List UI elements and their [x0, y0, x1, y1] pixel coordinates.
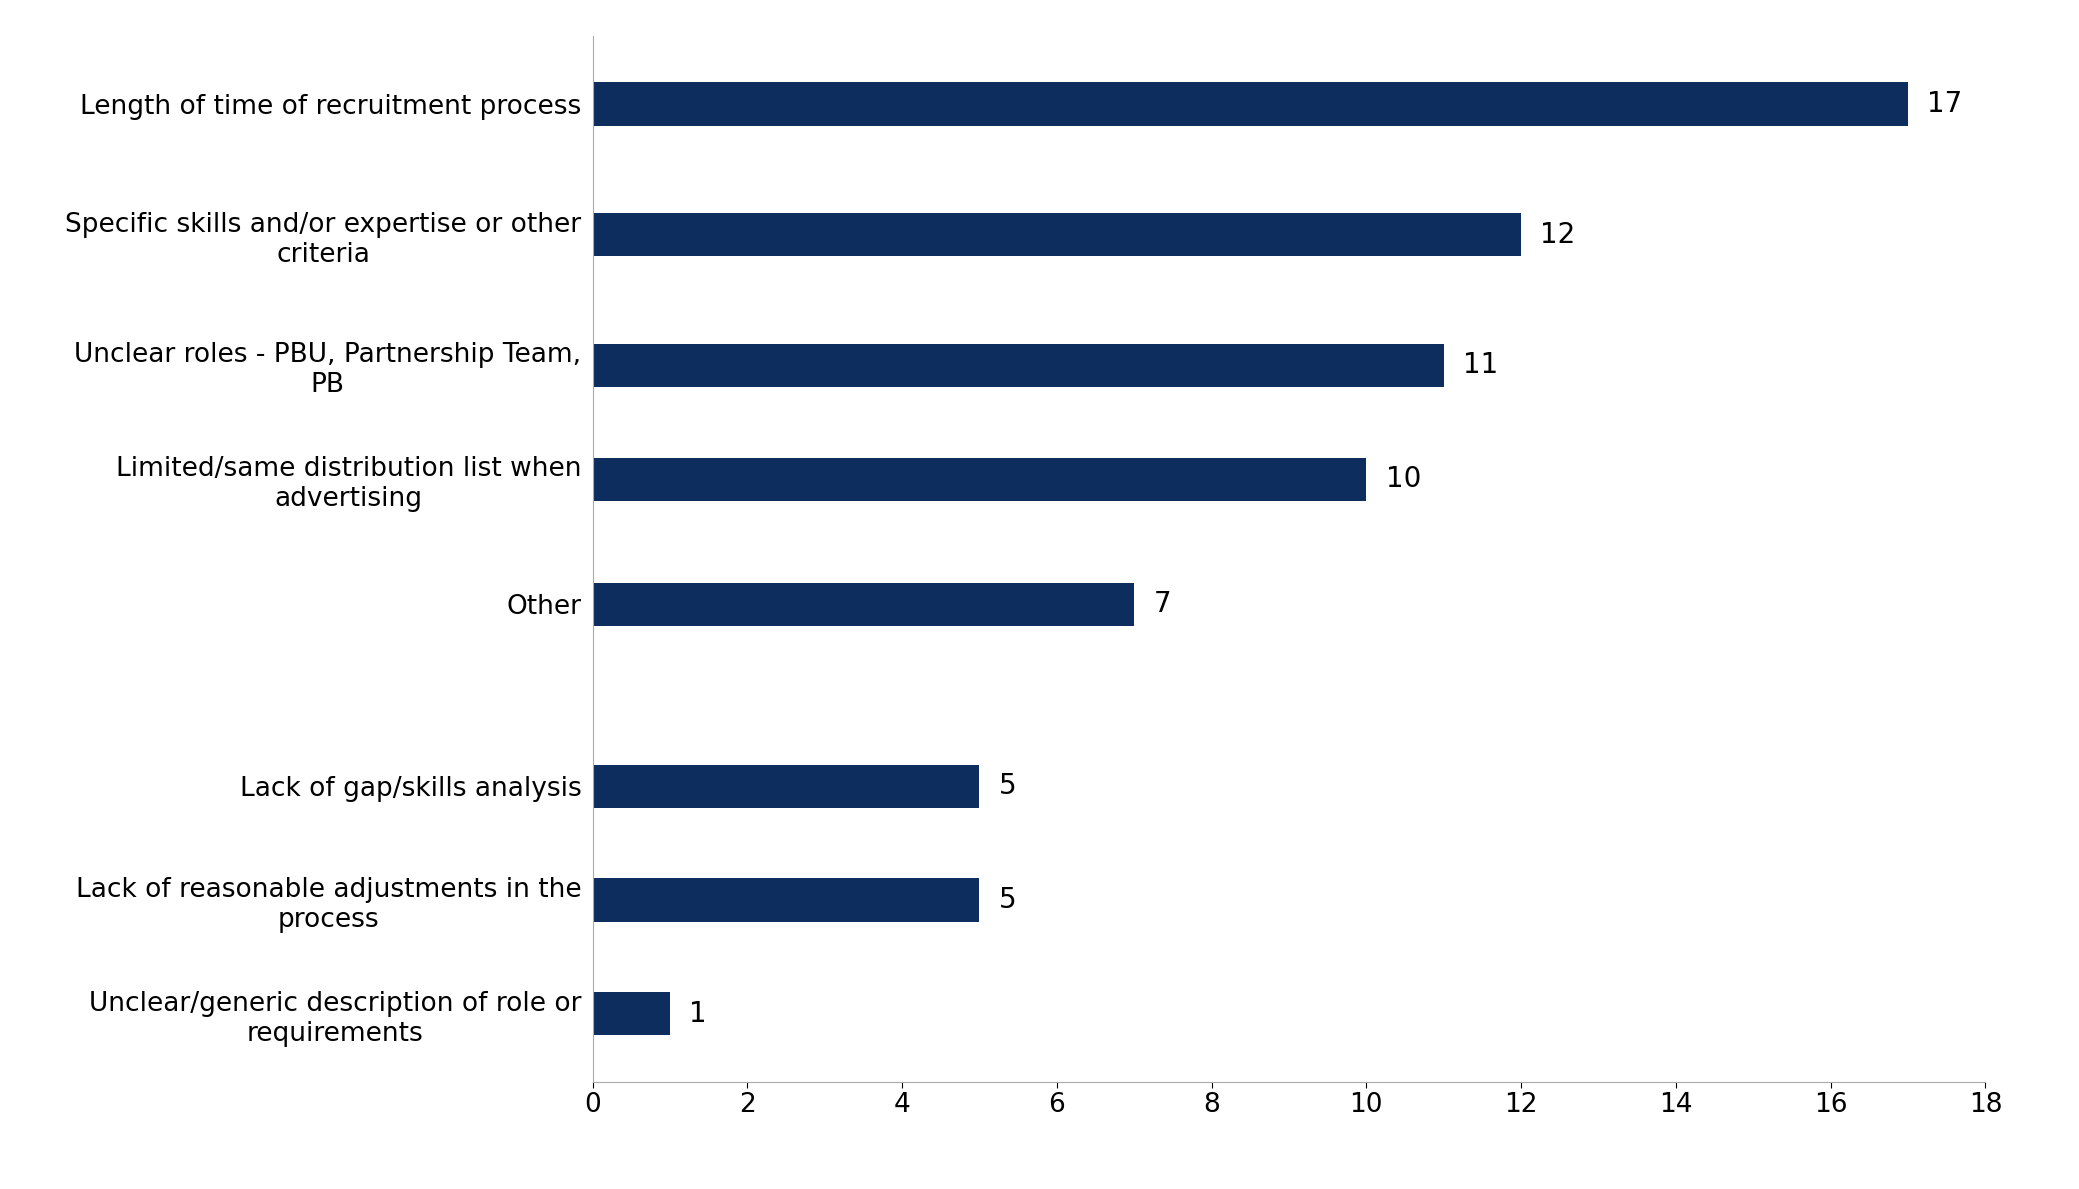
Bar: [593, 458, 1366, 501]
Bar: [593, 82, 1909, 126]
Bar: [593, 765, 979, 807]
Bar: [593, 879, 979, 921]
Bar: [593, 583, 1135, 625]
Text: 1: 1: [690, 1000, 707, 1027]
Bar: [593, 992, 669, 1036]
Text: 10: 10: [1387, 465, 1422, 493]
Text: 11: 11: [1464, 352, 1499, 379]
Text: 17: 17: [1927, 90, 1963, 118]
Text: 7: 7: [1154, 590, 1170, 618]
Bar: [593, 213, 1522, 257]
Text: 5: 5: [998, 773, 1017, 800]
Bar: [593, 344, 1443, 388]
Text: 5: 5: [998, 886, 1017, 914]
Text: 12: 12: [1541, 221, 1576, 249]
